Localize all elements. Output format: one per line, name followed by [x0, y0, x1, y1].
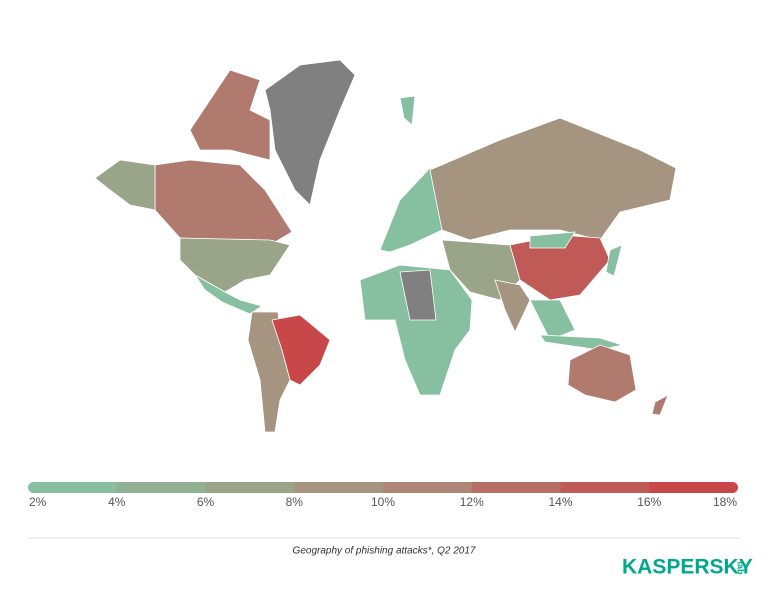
- legend-tick-label: 16%: [637, 495, 661, 509]
- legend-tick-label: 10%: [371, 495, 395, 509]
- legend-bin: [294, 482, 384, 493]
- india: [494, 279, 531, 333]
- new-zealand: [651, 394, 669, 416]
- mexico: [194, 274, 263, 315]
- arctic-islands: [189, 69, 271, 161]
- legend-bin: [471, 482, 561, 493]
- legend-tick-label: 8%: [286, 495, 304, 509]
- legend-tick-label: 6%: [197, 495, 215, 509]
- australia: [567, 344, 637, 403]
- russia: [429, 117, 677, 241]
- legend-bin: [205, 482, 295, 493]
- logo: KASPERSKY: [622, 556, 753, 579]
- svalbard: [399, 95, 416, 126]
- southeast-asia: [529, 299, 576, 341]
- japan: [605, 244, 623, 277]
- legend-bin: [383, 482, 473, 493]
- legend-tick-label: 18%: [713, 495, 737, 509]
- alaska: [94, 159, 156, 211]
- greenland: [264, 59, 356, 206]
- logo-suffix: lab: [736, 561, 746, 575]
- legend-tick-label: 14%: [548, 495, 572, 509]
- usa: [179, 237, 291, 293]
- caption: Geography of phishing attacks*, Q2 2017: [293, 546, 476, 557]
- legend-bin: [649, 482, 738, 493]
- legend-tick-label: 2%: [29, 495, 47, 509]
- legend-bin: [116, 482, 206, 493]
- canada: [154, 159, 293, 246]
- indonesia: [539, 334, 624, 351]
- world-map: [94, 59, 677, 433]
- legend-bin: [28, 482, 118, 493]
- africa: [359, 264, 473, 396]
- legend-bin: [560, 482, 650, 493]
- legend-tick-label: 4%: [108, 495, 126, 509]
- brazil: [271, 314, 331, 386]
- mongolia: [529, 231, 576, 249]
- central-africa-gray: [399, 269, 437, 321]
- legend-tick-label: 12%: [460, 495, 484, 509]
